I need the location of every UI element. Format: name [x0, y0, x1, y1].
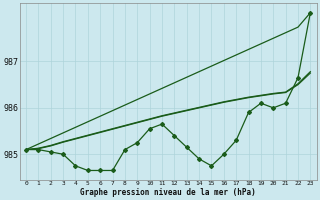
X-axis label: Graphe pression niveau de la mer (hPa): Graphe pression niveau de la mer (hPa) — [80, 188, 256, 197]
